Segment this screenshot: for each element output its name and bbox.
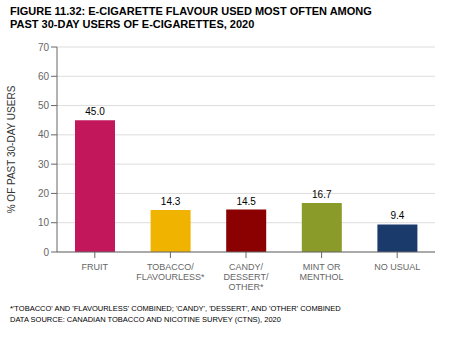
svg-text:20: 20 — [38, 188, 50, 199]
svg-text:60: 60 — [38, 71, 50, 82]
svg-text:45.0: 45.0 — [85, 106, 105, 117]
svg-text:TOBACCO/FLAVOURLESS*: TOBACCO/FLAVOURLESS* — [136, 262, 205, 282]
svg-text:NO USUAL: NO USUAL — [374, 262, 420, 272]
svg-text:14.3: 14.3 — [161, 196, 181, 207]
svg-text:50: 50 — [38, 100, 50, 111]
html-text:DATA SOURCE: CANADIAN TOBACCO: DATA SOURCE: CANADIAN TOBACCO AND NICOTI… — [10, 315, 281, 324]
svg-text:10: 10 — [38, 217, 50, 228]
svg-text:MINT ORMENTHOL: MINT ORMENTHOL — [300, 262, 344, 282]
svg-text:16.7: 16.7 — [312, 189, 332, 200]
svg-text:9.4: 9.4 — [390, 210, 404, 221]
svg-text:40: 40 — [38, 129, 50, 140]
svg-text:0: 0 — [43, 247, 49, 258]
html-text:PAST 30-DAY USERS OF E-CIGARET: PAST 30-DAY USERS OF E-CIGARETTES, 2020 — [10, 18, 255, 30]
svg-text:30: 30 — [38, 159, 50, 170]
svg-text:14.5: 14.5 — [236, 196, 256, 207]
svg-text:CANDY/DESSERT/OTHER*: CANDY/DESSERT/OTHER* — [224, 262, 269, 292]
svg-text:% OF PAST 30-DAY USERS: % OF PAST 30-DAY USERS — [8, 85, 17, 213]
html-text:*'TOBACCO' AND 'FLAVOURLESS' C: *'TOBACCO' AND 'FLAVOURLESS' COMBINED; '… — [10, 304, 341, 313]
svg-text:FRUIT: FRUIT — [82, 262, 109, 272]
svg-text:70: 70 — [38, 42, 50, 53]
html-text:FIGURE 11.32: E-CIGARETTE FLAV: FIGURE 11.32: E-CIGARETTE FLAVOUR USED M… — [10, 5, 372, 17]
